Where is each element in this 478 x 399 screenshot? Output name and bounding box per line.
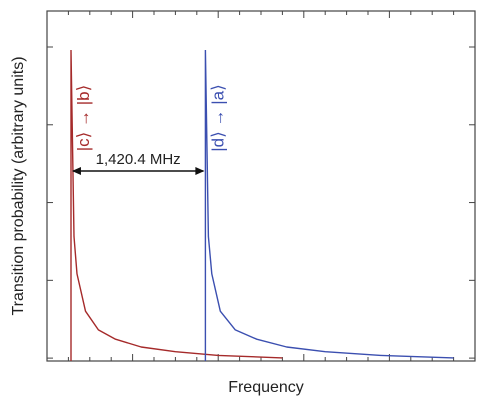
frequency-gap-label: 1,420.4 MHz [96,151,181,168]
y-axis-label: Transition probability (arbitrary units) [10,56,27,315]
arrowhead-left [71,167,81,175]
plot-frame [46,10,476,362]
x-axis-label: Frequency [228,379,304,396]
series-label-c-to-b: |c⟩ → |b⟩ [74,85,93,152]
series-label-d-to-a: |d⟩ → |a⟩ [208,84,227,151]
series-line-d-to-a [204,49,454,361]
arrowhead-right [195,167,205,175]
series-line-c-to-b [70,49,283,361]
